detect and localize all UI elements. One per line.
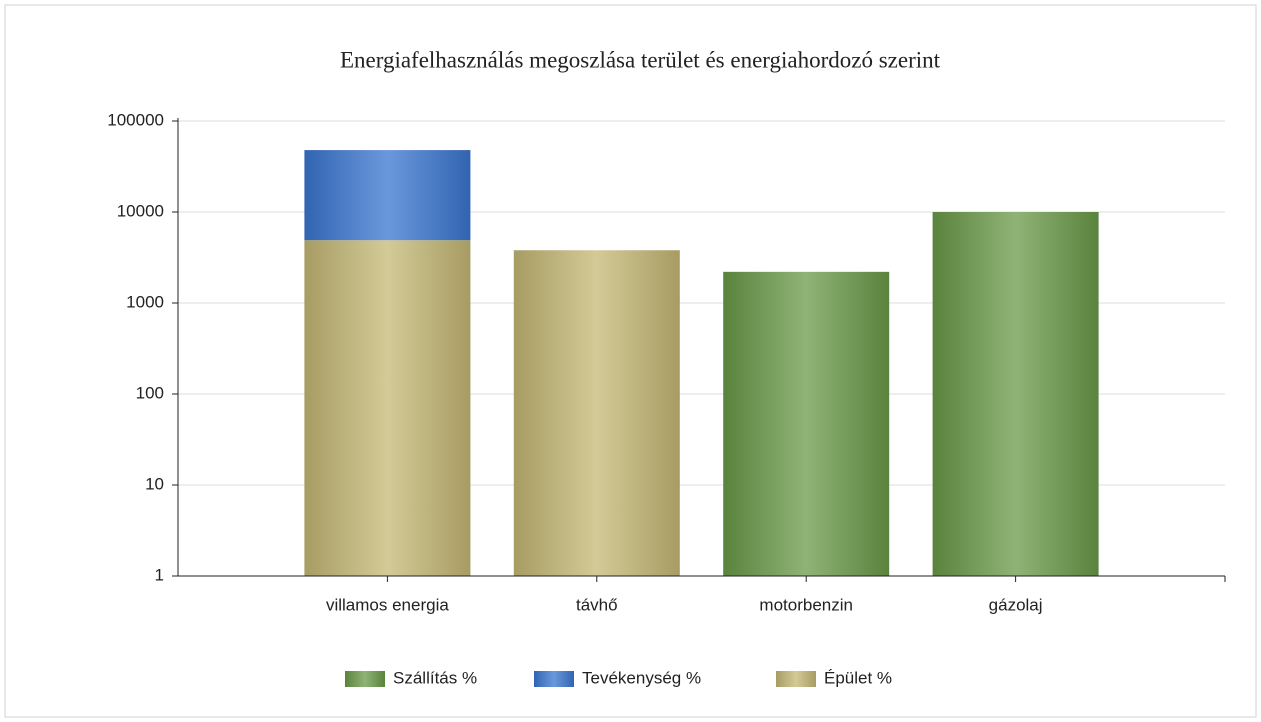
y-tick-label: 10000 <box>117 201 164 220</box>
x-tick-label: motorbenzin <box>759 595 853 614</box>
bar <box>723 271 890 576</box>
y-tick-label: 10 <box>145 474 164 493</box>
y-tick-label: 100000 <box>107 110 164 129</box>
y-tick-label: 1000 <box>126 292 164 311</box>
bar <box>304 240 471 577</box>
legend-swatch <box>776 671 816 687</box>
x-tick-label: távhő <box>576 595 618 614</box>
bar <box>304 150 471 241</box>
y-tick-label: 1 <box>155 565 164 584</box>
chart-title: Energiafelhasználás megoszlása terület é… <box>340 47 941 72</box>
legend-label: Épület % <box>824 668 892 687</box>
legend-swatch <box>534 671 574 687</box>
y-tick-label: 100 <box>136 383 164 402</box>
x-tick-label: gázolaj <box>989 595 1043 614</box>
legend-label: Szállítás % <box>393 668 477 687</box>
legend-label: Tevékenység % <box>582 668 701 687</box>
bar <box>513 250 680 577</box>
legend-swatch <box>345 671 385 687</box>
x-tick-label: villamos energia <box>326 595 449 614</box>
bar <box>932 212 1099 576</box>
